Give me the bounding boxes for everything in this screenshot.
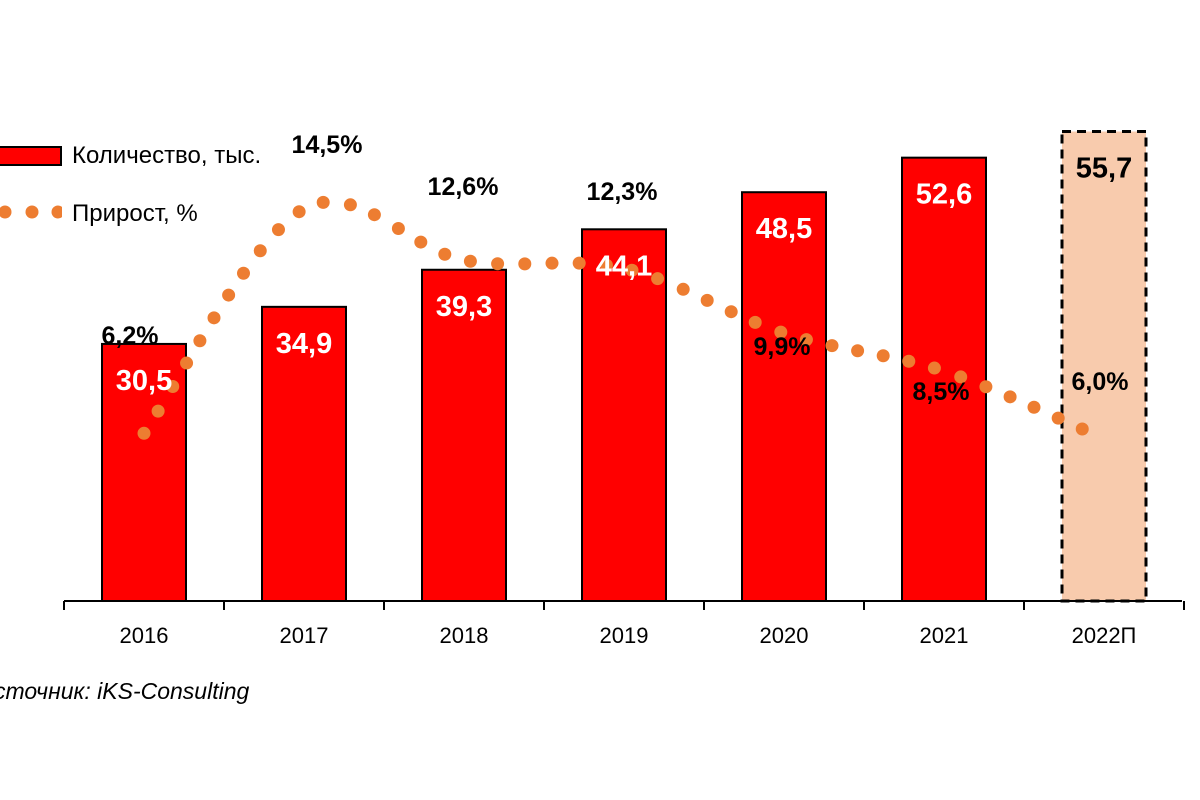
growth-line-dot xyxy=(236,266,250,280)
growth-line-dot xyxy=(774,325,788,339)
growth-line-dot xyxy=(724,305,738,319)
growth-line-dot xyxy=(1003,390,1017,404)
growth-line-dot xyxy=(825,339,839,353)
bar-value-label: 34,9 xyxy=(276,328,332,360)
bar-value-label: 48,5 xyxy=(756,213,812,245)
x-tick-label: 2020 xyxy=(760,623,809,648)
growth-line-dot xyxy=(180,356,194,370)
growth-line-dot xyxy=(253,244,267,258)
growth-line-dot xyxy=(954,370,968,384)
growth-line-dot xyxy=(1027,400,1041,414)
bar-2019 xyxy=(581,228,667,603)
bar-2020 xyxy=(741,191,827,602)
growth-line-dot xyxy=(1075,422,1089,436)
legend-label-quantity: Количество, тыс. xyxy=(72,142,262,169)
legend-label-growth: Прирост, % xyxy=(72,200,198,227)
growth-line-dot xyxy=(676,282,690,296)
bar-value-label: 55,7 xyxy=(1076,153,1132,185)
x-tick-label: 2017 xyxy=(280,623,329,648)
source-note: сточник: iKS-Consulting xyxy=(0,678,250,704)
growth-line-dot xyxy=(207,311,221,325)
bar-value-label: 52,6 xyxy=(916,179,972,211)
growth-line-dot xyxy=(927,361,941,375)
growth-line-dot xyxy=(599,258,613,272)
growth-line-dot xyxy=(463,254,477,268)
growth-line-dot xyxy=(651,272,665,286)
growth-value-label: 14,5% xyxy=(292,131,363,159)
growth-value-label: 12,3% xyxy=(587,178,658,206)
growth-line-dot xyxy=(367,208,381,222)
growth-line-dot xyxy=(799,333,813,347)
bar-value-label: 44,1 xyxy=(596,250,652,282)
growth-line-dot xyxy=(271,223,285,237)
bar-2018 xyxy=(421,268,507,602)
growth-line-dot xyxy=(545,256,559,270)
bar-2021 xyxy=(901,156,987,603)
legend-item-growth: Прирост, % xyxy=(0,196,300,236)
growth-line-dot xyxy=(700,293,714,307)
x-tick-label: 2019 xyxy=(600,623,649,648)
growth-line-dot xyxy=(391,222,405,236)
growth-line-dot xyxy=(876,349,890,363)
growth-line-dot xyxy=(193,334,207,348)
bar-2017 xyxy=(261,305,347,602)
growth-line-dot xyxy=(1051,411,1065,425)
bar-value-label: 39,3 xyxy=(436,291,492,323)
growth-line-layer xyxy=(137,195,1089,440)
x-tick-label: 2018 xyxy=(440,623,489,648)
x-tick-label: 2016 xyxy=(120,623,169,648)
bars-layer xyxy=(101,130,1148,603)
growth-value-label: 8,5% xyxy=(913,378,970,406)
growth-value-label: 12,6% xyxy=(428,173,499,201)
growth-line-dot xyxy=(151,404,165,418)
growth-line-dot xyxy=(414,235,428,249)
growth-line-dot xyxy=(292,205,306,219)
growth-line-dot xyxy=(625,263,639,277)
growth-line-dot xyxy=(166,379,180,393)
growth-value-label: 6,2% xyxy=(102,322,159,350)
growth-line-dot xyxy=(438,247,452,261)
legend-swatch-dots xyxy=(0,205,62,219)
growth-line-dot xyxy=(491,257,505,271)
growth-value-label: 9,9% xyxy=(754,333,811,361)
growth-line-dot xyxy=(222,288,236,302)
x-axis: 2016 2017 2018 2019 2020 2021 2022П xyxy=(63,600,1185,648)
growth-line-dot xyxy=(979,380,993,394)
legend-item-quantity: Количество, тыс. xyxy=(0,138,300,178)
growth-line-dot xyxy=(343,198,357,212)
growth-line-dot xyxy=(572,256,586,270)
growth-line-dot xyxy=(316,195,330,209)
x-tick-label: 2021 xyxy=(920,623,969,648)
growth-line-dot xyxy=(851,344,865,358)
growth-value-label: 6,0% xyxy=(1072,368,1129,396)
growth-line-dot xyxy=(902,354,916,368)
bar-value-label: 30,5 xyxy=(116,365,172,397)
growth-line-dot xyxy=(748,315,762,329)
bar-2022П xyxy=(1060,130,1148,603)
x-tick-label: 2022П xyxy=(1072,623,1137,648)
legend-swatch-bar xyxy=(0,146,62,166)
data-labels-layer: 30,5 34,9 39,3 44,1 48,5 52,6 55,7 6,2% 14,5% 12,… xyxy=(102,131,1133,406)
growth-line-dot xyxy=(518,257,532,271)
growth-line-dot xyxy=(137,426,151,440)
